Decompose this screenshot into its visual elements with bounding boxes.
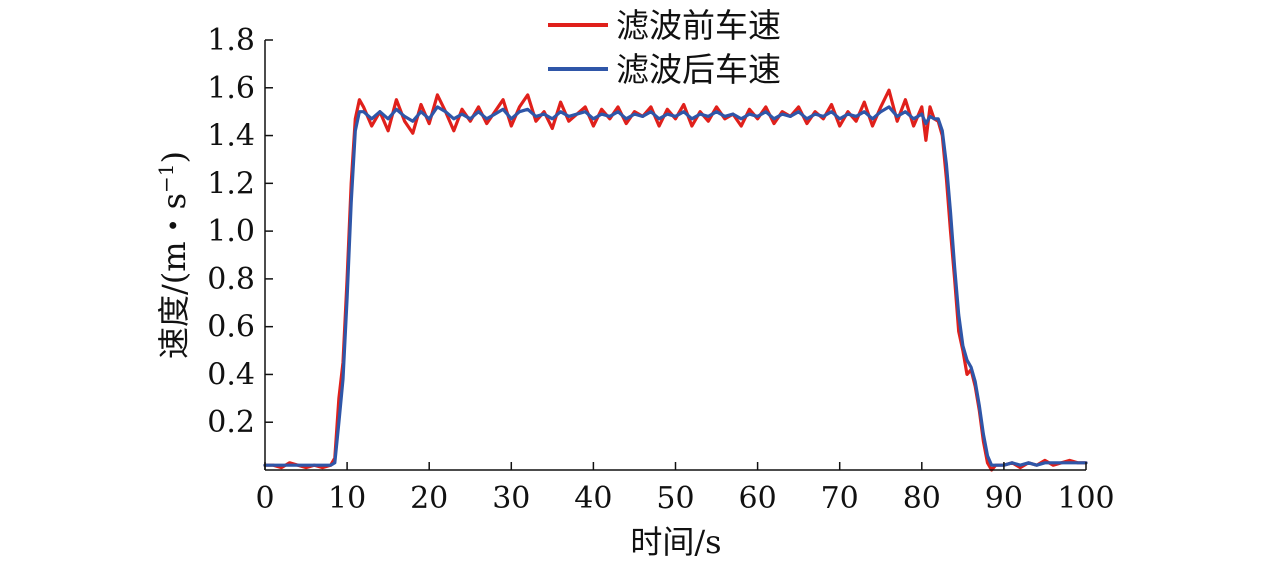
y-tick-label: 1.0 (207, 214, 255, 249)
y-tick-label: 0.2 (207, 405, 255, 440)
series-line-1 (263, 88, 1088, 472)
legend-label-2: 滤波后车速 (616, 50, 781, 89)
y-axis-title-close: ) (155, 151, 193, 163)
y-tick-label: 1.2 (207, 166, 255, 201)
x-tick-label: 30 (492, 481, 530, 516)
x-tick-label: 100 (1057, 481, 1114, 516)
y-tick-label: 1.8 (207, 23, 255, 58)
x-tick-label: 0 (255, 481, 274, 516)
x-axis-title: 时间/s (630, 523, 721, 561)
y-tick-label: 0.6 (207, 310, 255, 345)
y-tick-label: 0.4 (207, 357, 255, 392)
x-tick-label: 10 (328, 481, 366, 516)
series-line-2 (263, 105, 1088, 467)
x-tick-label: 70 (821, 481, 859, 516)
x-tick-label: 20 (410, 481, 448, 516)
y-tick-label: 0.8 (207, 262, 255, 297)
y-axis-title: 速度/(m・s−1) (154, 151, 193, 359)
y-tick-label: 1.4 (207, 119, 255, 154)
legend-label-1: 滤波前车速 (616, 6, 781, 45)
axes: 0 10 20 30 40 50 60 70 80 90 100 0.2 0.4 0.6 0.8 1.0 1.2… (207, 23, 1114, 516)
x-tick-label: 60 (739, 481, 777, 516)
x-tick-label: 50 (656, 481, 694, 516)
x-tick-label: 40 (574, 481, 612, 516)
y-axis-title-superscript: −1 (154, 163, 178, 192)
y-axis-title-main: 速度/(m・s (155, 193, 193, 359)
x-tick-label: 90 (985, 481, 1023, 516)
plot-area (263, 88, 1088, 472)
x-tick-label: 80 (903, 481, 941, 516)
y-tick-label: 1.6 (207, 71, 255, 106)
